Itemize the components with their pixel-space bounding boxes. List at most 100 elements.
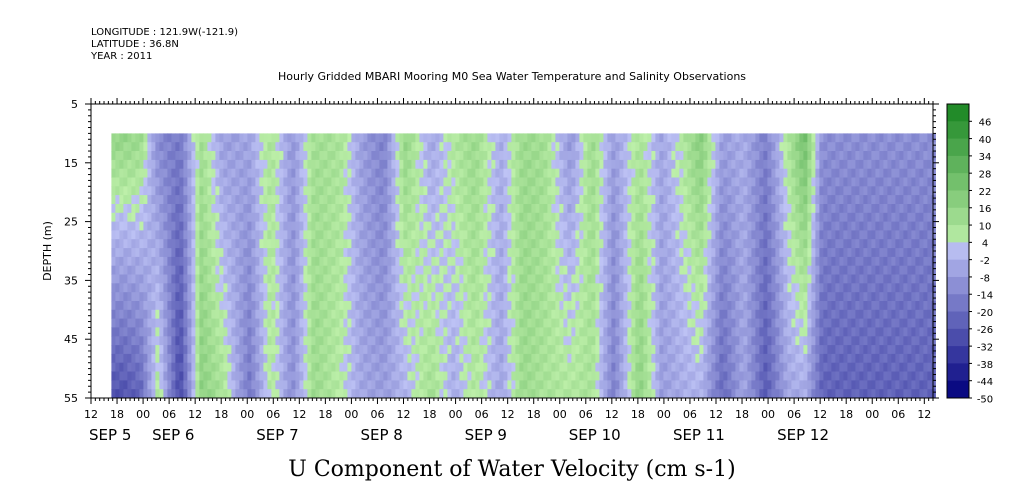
heatmap-cell (175, 309, 180, 320)
heatmap-cell (399, 239, 404, 249)
heatmap-cell (683, 239, 688, 249)
heatmap-cell (775, 230, 780, 240)
heatmap-cell (711, 212, 716, 223)
heatmap-cell (159, 389, 164, 399)
heatmap-cell (591, 265, 596, 275)
heatmap-cell (335, 151, 340, 161)
heatmap-cell (307, 283, 312, 293)
heatmap-cell (639, 362, 644, 372)
heatmap-cell (427, 353, 432, 364)
heatmap-cell (351, 195, 356, 205)
heatmap-cell (239, 142, 244, 152)
heatmap-cell (279, 327, 284, 337)
heatmap-cell (767, 230, 772, 240)
heatmap-cell (211, 292, 216, 302)
heatmap-cell (683, 177, 688, 187)
heatmap-cell (223, 142, 228, 152)
heatmap-cell (375, 371, 380, 381)
heatmap-cell (295, 159, 300, 170)
heatmap-cell (391, 327, 396, 337)
heatmap-cell (243, 177, 248, 187)
heatmap-cell (235, 159, 240, 170)
heatmap-cell (395, 371, 400, 381)
heatmap-cell (319, 186, 324, 196)
heatmap-cell (119, 265, 124, 275)
heatmap-cell (167, 318, 172, 328)
heatmap-cell (471, 239, 476, 249)
heatmap-cell (475, 380, 480, 390)
heatmap-cell (591, 133, 596, 143)
heatmap-cell (247, 177, 252, 187)
heatmap-cell (407, 142, 412, 152)
heatmap-cell (235, 301, 240, 311)
heatmap-cell (527, 133, 532, 143)
heatmap-cell (355, 248, 360, 258)
heatmap-cell (347, 195, 352, 205)
heatmap-cell (731, 195, 736, 205)
heatmap-cell (527, 274, 532, 284)
heatmap-cell (607, 168, 612, 178)
heatmap-cell (231, 362, 236, 372)
heatmap-cell (455, 168, 460, 178)
heatmap-cell (639, 248, 644, 258)
heatmap-cell (251, 380, 256, 390)
heatmap-cell (355, 362, 360, 372)
heatmap-cell (487, 283, 492, 293)
heatmap-cell (155, 204, 160, 214)
heatmap-cell (587, 142, 592, 152)
heatmap-cell (127, 301, 132, 311)
heatmap-cell (563, 159, 568, 170)
heatmap-cell (275, 256, 280, 267)
heatmap-cell (303, 142, 308, 152)
heatmap-cell (215, 318, 220, 328)
heatmap-cell (163, 265, 168, 275)
heatmap-cell (363, 309, 368, 320)
heatmap-cell (303, 212, 308, 223)
heatmap-cell (151, 142, 156, 152)
heatmap-cell (567, 274, 572, 284)
heatmap-cell (255, 248, 260, 258)
heatmap-cell (203, 318, 208, 328)
heatmap-cell (375, 248, 380, 258)
heatmap-cell (339, 177, 344, 187)
heatmap-cell (707, 274, 712, 284)
heatmap-cell (231, 248, 236, 258)
heatmap-cell (615, 151, 620, 161)
heatmap-cell (699, 151, 704, 161)
heatmap-cell (595, 265, 600, 275)
heatmap-cell (687, 301, 692, 311)
heatmap-cell (647, 371, 652, 381)
heatmap-cell (267, 292, 272, 302)
heatmap-cell (499, 301, 504, 311)
heatmap-cell (707, 345, 712, 355)
heatmap-cell (163, 239, 168, 249)
heatmap-cell (343, 239, 348, 249)
heatmap-cell (319, 248, 324, 258)
heatmap-cell (511, 186, 516, 196)
heatmap-cell (239, 362, 244, 372)
heatmap-cell (367, 142, 372, 152)
heatmap-cell (115, 371, 120, 381)
heatmap-cell (531, 230, 536, 240)
heatmap-cell (471, 283, 476, 293)
heatmap-cell (467, 327, 472, 337)
heatmap-cell (191, 186, 196, 196)
heatmap-cell (771, 230, 776, 240)
heatmap-cell (439, 248, 444, 258)
heatmap-cell (167, 283, 172, 293)
heatmap-cell (115, 151, 120, 161)
heatmap-cell (403, 309, 408, 320)
heatmap-cell (203, 221, 208, 231)
heatmap-cell (335, 186, 340, 196)
heatmap-cell (475, 327, 480, 337)
heatmap-cell (539, 371, 544, 381)
heatmap-cell (139, 371, 144, 381)
heatmap-cell (223, 177, 228, 187)
heatmap-cell (283, 345, 288, 355)
heatmap-cell (659, 283, 664, 293)
heatmap-cell (655, 301, 660, 311)
heatmap-cell (155, 133, 160, 143)
heatmap-cell (591, 345, 596, 355)
heatmap-cell (755, 327, 760, 337)
heatmap-cell (243, 318, 248, 328)
